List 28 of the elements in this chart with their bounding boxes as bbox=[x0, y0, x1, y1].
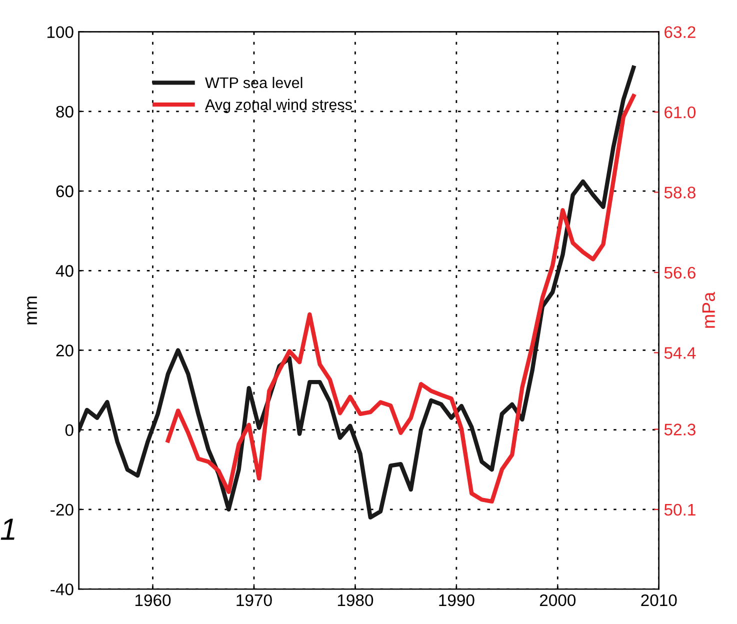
y2-tick-label: 50.1 bbox=[664, 504, 696, 516]
y-tick-label: -40 bbox=[50, 583, 74, 596]
y2-tick-label: 61.0 bbox=[664, 106, 696, 118]
y-tick-label: 80 bbox=[56, 106, 74, 118]
x-tick-label: 2000 bbox=[540, 594, 576, 606]
y2-tick-label: 56.6 bbox=[664, 266, 696, 279]
y2-tick-label: 58.8 bbox=[664, 186, 696, 198]
y2-axis-title: mPa bbox=[702, 292, 715, 328]
legend-label: WTP sea level bbox=[205, 76, 302, 88]
y-tick-label: 40 bbox=[56, 265, 74, 277]
y-tick-label: 20 bbox=[56, 344, 74, 356]
x-tick-label: 1970 bbox=[236, 594, 272, 606]
y-tick-label: 0 bbox=[65, 424, 74, 436]
y2-tick-label: 63.2 bbox=[664, 26, 696, 38]
y-tick-label: 60 bbox=[56, 185, 74, 198]
y2-tick-label: 52.3 bbox=[664, 424, 696, 436]
x-tick-label: 1960 bbox=[135, 594, 171, 606]
x-tick-label: 1980 bbox=[338, 594, 374, 606]
text: 1 bbox=[0, 518, 14, 540]
y-tick-label: 100 bbox=[47, 26, 74, 38]
x-tick-label: 1990 bbox=[439, 594, 474, 606]
y-tick-label: -20 bbox=[50, 504, 74, 516]
x-tick-label: 2010 bbox=[641, 594, 677, 606]
line-series bbox=[78, 66, 636, 520]
line-series bbox=[166, 94, 636, 504]
y2-tick-label: 54.4 bbox=[664, 347, 696, 359]
legend-label: Avg zonal wind stress bbox=[205, 98, 352, 114]
y-axis-title: mm bbox=[27, 296, 37, 324]
